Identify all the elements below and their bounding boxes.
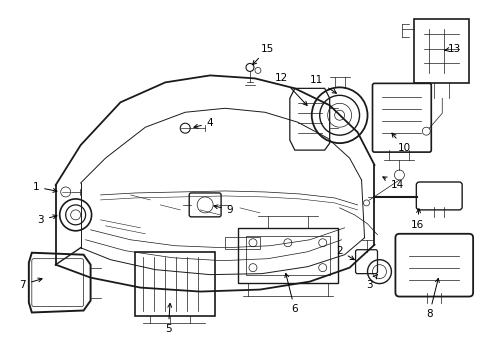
Text: 13: 13: [445, 44, 461, 54]
Text: 3: 3: [37, 215, 57, 225]
Text: 2: 2: [336, 246, 354, 260]
Text: 14: 14: [383, 177, 404, 190]
Text: 12: 12: [275, 73, 307, 105]
Bar: [238, 228, 338, 283]
Text: 3: 3: [366, 274, 377, 289]
Text: 1: 1: [32, 182, 57, 192]
Text: 15: 15: [253, 44, 274, 65]
Text: 9: 9: [214, 205, 233, 215]
Bar: [415, 19, 469, 84]
Text: 16: 16: [411, 209, 424, 230]
Text: 10: 10: [392, 133, 411, 153]
Text: 5: 5: [165, 303, 172, 334]
Bar: [225, 237, 260, 249]
Bar: [246, 236, 330, 275]
Bar: [135, 252, 215, 316]
Text: 11: 11: [310, 75, 337, 93]
Text: 8: 8: [426, 278, 439, 319]
Text: 4: 4: [194, 118, 214, 128]
Text: 6: 6: [285, 273, 298, 315]
Text: 7: 7: [20, 278, 42, 289]
